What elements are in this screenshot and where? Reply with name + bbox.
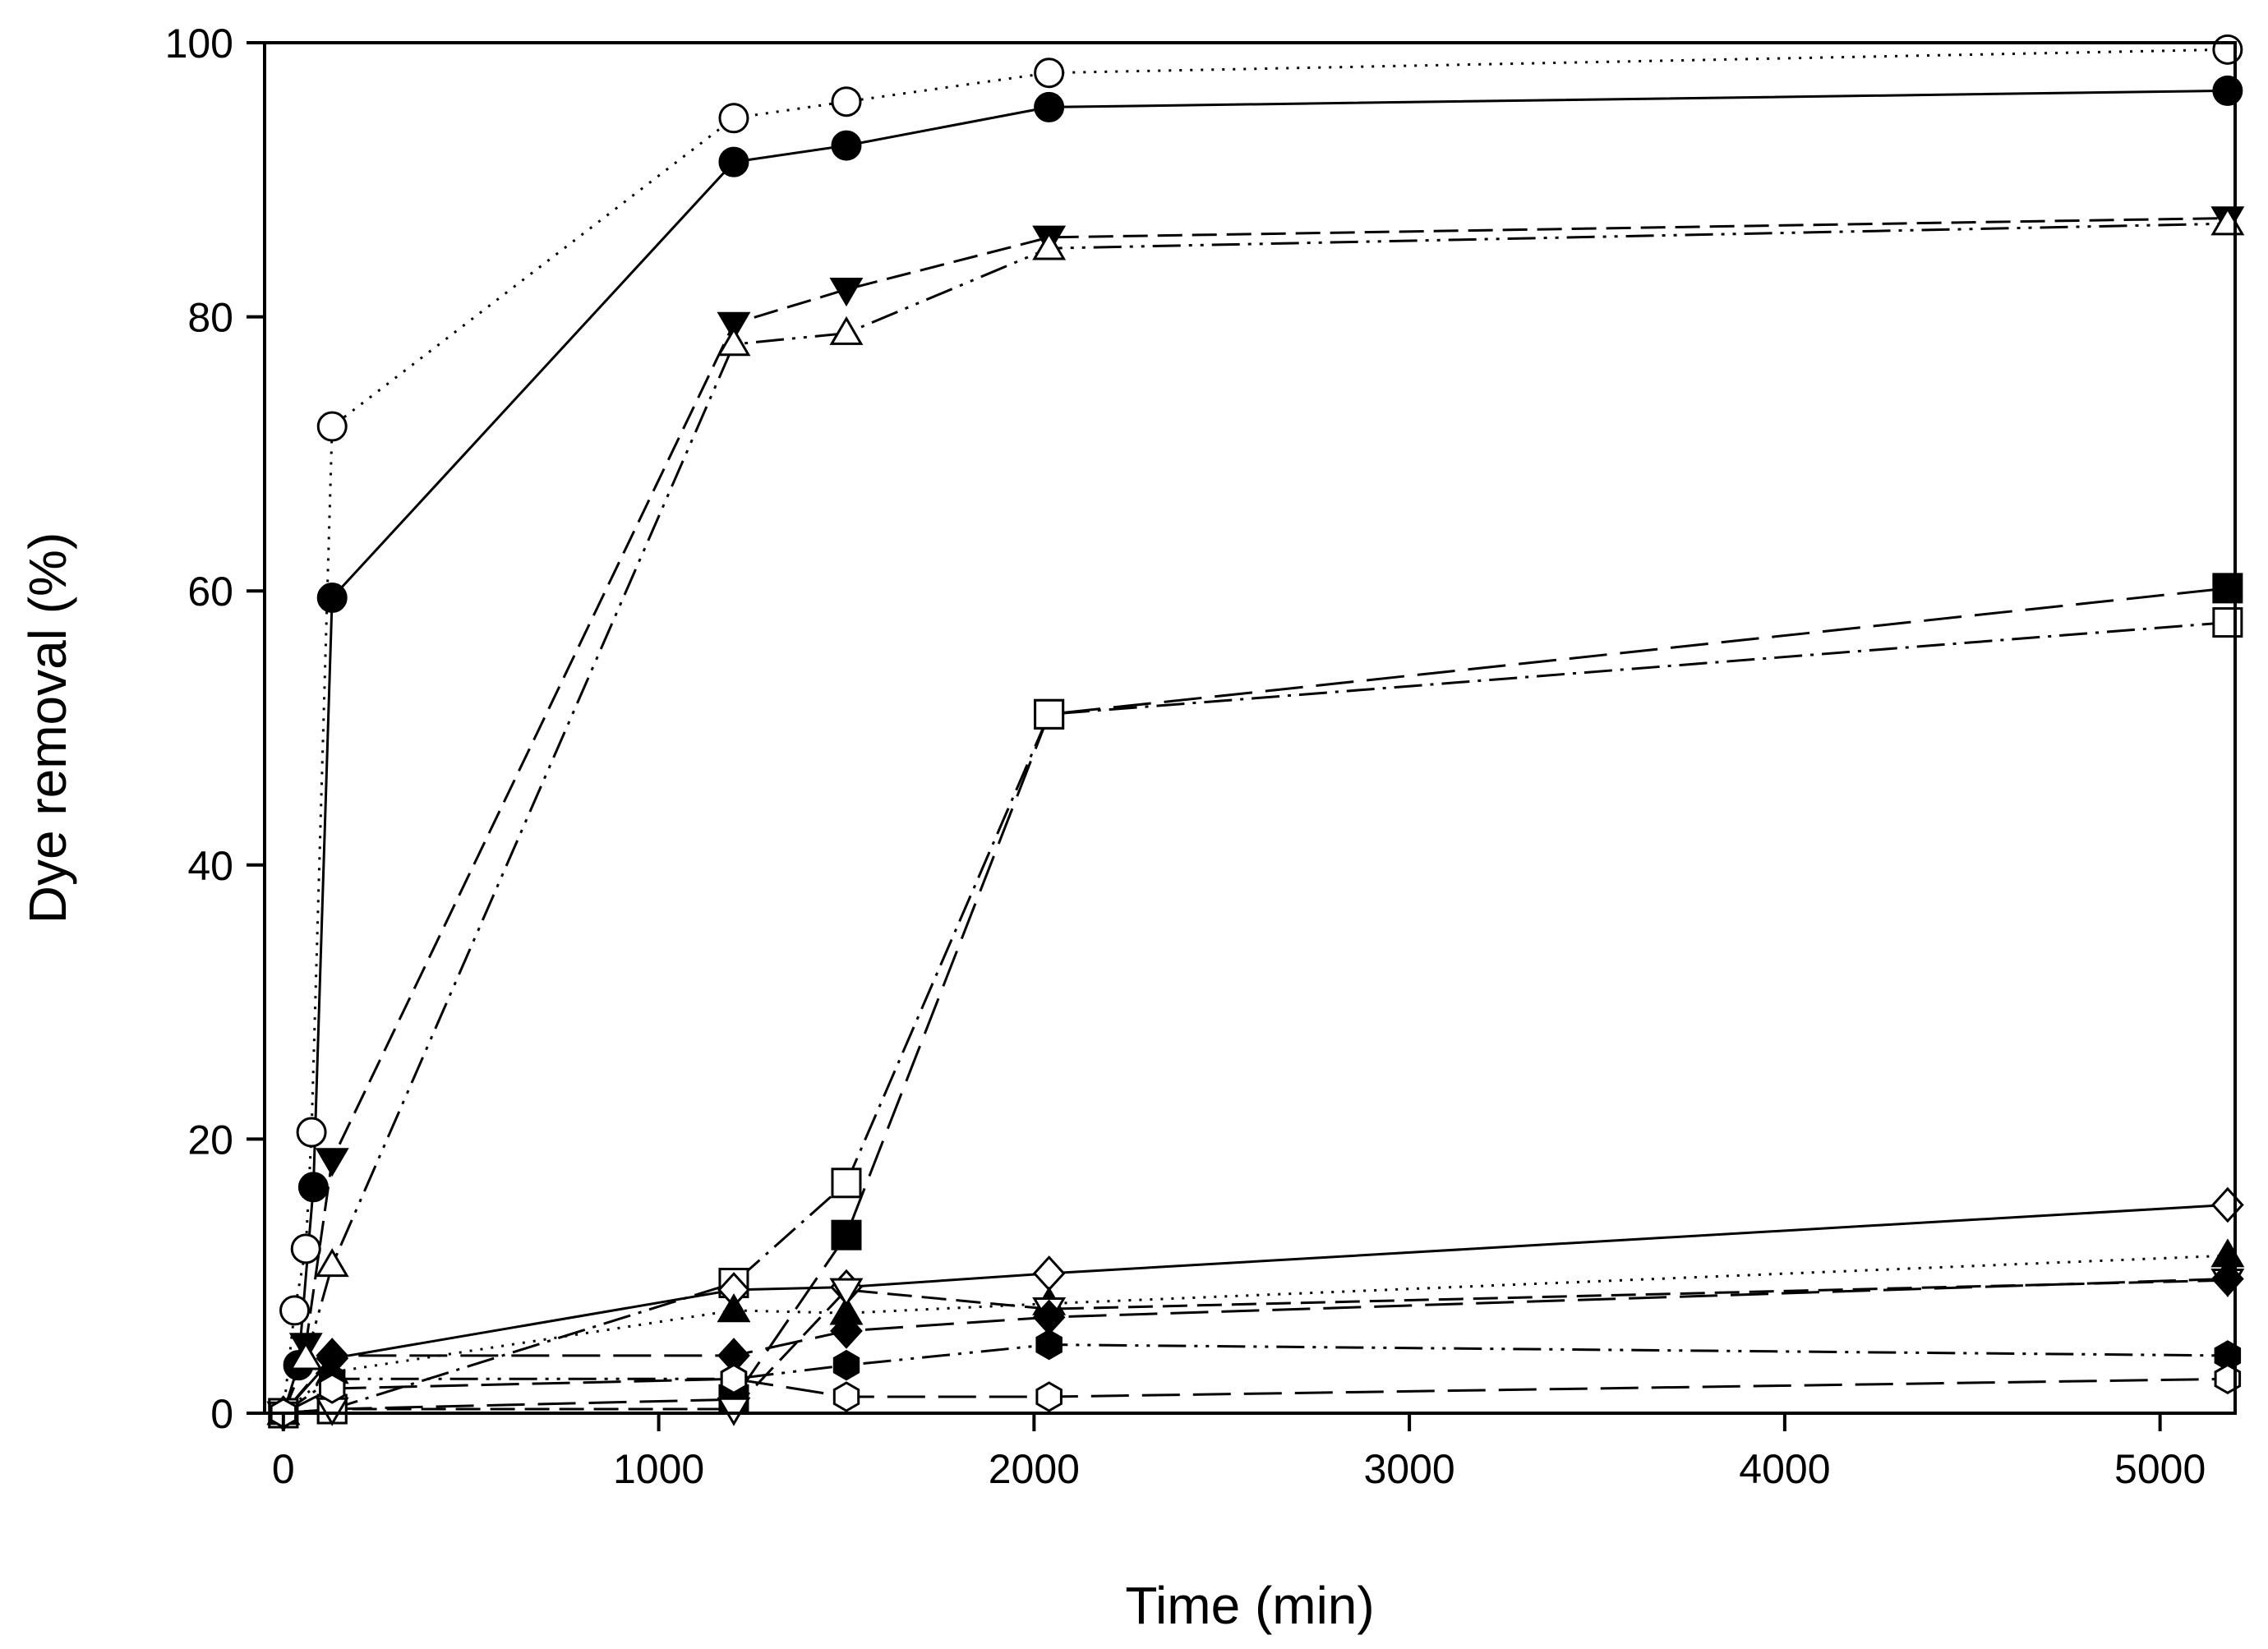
series-7-line xyxy=(282,1204,2228,1414)
series-1-point xyxy=(2212,34,2243,65)
series-4-point xyxy=(717,327,751,357)
series-12-point xyxy=(319,1373,346,1404)
series-5-point xyxy=(831,1219,862,1251)
x-axis-title: Time (min) xyxy=(1125,1576,1374,1635)
series-4-point xyxy=(1032,231,1067,260)
series-1-point xyxy=(296,1117,327,1148)
y-axis-ticks: 0 20 40 60 80 100 xyxy=(165,21,265,1437)
series-6-line xyxy=(283,621,2229,1415)
series-2-point xyxy=(831,130,862,161)
y-axis-title: Dye removal (%) xyxy=(18,532,77,924)
series-3-point xyxy=(829,278,864,307)
y-tick-label: 100 xyxy=(165,21,233,67)
y-tick-label: 60 xyxy=(187,569,233,615)
series-2-point xyxy=(718,146,749,177)
x-tick-label: 0 xyxy=(272,1446,295,1492)
series-1-point xyxy=(1034,58,1065,89)
series-1-point xyxy=(316,411,348,442)
series-6-point xyxy=(1034,698,1065,730)
series-10-point xyxy=(830,1313,863,1349)
series-5-line xyxy=(283,587,2229,1415)
y-tick-label: 0 xyxy=(210,1391,233,1437)
series-12-point xyxy=(720,1363,748,1395)
series-11-point xyxy=(832,1349,860,1381)
series-12-point xyxy=(832,1381,860,1412)
series-4-point xyxy=(315,1248,349,1278)
series-4-point xyxy=(829,316,864,345)
x-tick-label: 1000 xyxy=(613,1446,704,1492)
series-8-point xyxy=(717,1293,751,1323)
series-6-point xyxy=(831,1168,862,1199)
series-2-point xyxy=(297,1172,329,1203)
series-3-point xyxy=(717,311,751,341)
series-2-point xyxy=(1034,91,1065,122)
series-2-point xyxy=(316,583,348,614)
x-tick-label: 4000 xyxy=(1739,1446,1830,1492)
series-1-point xyxy=(718,103,749,134)
series-6-point xyxy=(2212,607,2243,638)
y-tick-label: 40 xyxy=(187,843,233,889)
series-1-point xyxy=(279,1295,311,1326)
x-tick-label: 5000 xyxy=(2114,1446,2206,1492)
series-5-point xyxy=(2212,573,2243,604)
series-9-point xyxy=(717,1397,751,1426)
x-axis-ticks: 0 1000 2000 3000 4000 5000 xyxy=(272,1413,2206,1492)
series-3-point xyxy=(315,1148,349,1177)
x-tick-label: 3000 xyxy=(1364,1446,1455,1492)
plot-frame xyxy=(263,41,2237,1415)
y-tick-label: 80 xyxy=(187,295,233,341)
x-tick-label: 2000 xyxy=(989,1446,1080,1492)
y-tick-label: 20 xyxy=(187,1117,233,1163)
series-2-point xyxy=(2212,75,2243,106)
series-1-point xyxy=(290,1233,321,1264)
series-12-point xyxy=(1035,1381,1063,1412)
series-9-point xyxy=(829,1278,864,1307)
series-11-point xyxy=(1035,1329,1063,1361)
series-1-point xyxy=(831,86,862,117)
series-12-line xyxy=(283,1377,2228,1415)
series-4-point xyxy=(288,1341,323,1370)
